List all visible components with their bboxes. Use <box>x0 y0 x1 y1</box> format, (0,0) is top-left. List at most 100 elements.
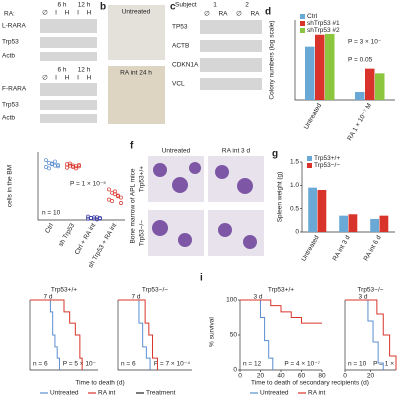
label: 12 h <box>78 2 91 9</box>
x-tick-label: 0 <box>238 373 242 380</box>
survival-curve <box>30 299 60 370</box>
label: Trp53 <box>2 102 19 109</box>
label: H <box>65 10 70 17</box>
x-tick-label: 0 <box>343 373 347 380</box>
bar <box>308 187 317 232</box>
x-tick-label: 60 <box>298 373 306 380</box>
x-tick-label: RA 1 × 10⁻⁷ M <box>346 102 373 142</box>
label: VCL <box>172 81 185 88</box>
label: RA: <box>4 11 15 18</box>
x-tick-label: 40 <box>277 373 285 380</box>
survival-curve <box>118 299 158 370</box>
legend-label: RA int <box>98 390 116 397</box>
label: Untreated <box>122 9 151 16</box>
label: I <box>55 10 57 17</box>
legend-label: Treatment <box>146 390 176 397</box>
legend-swatch <box>307 163 312 168</box>
axis-title: cells in the BM <box>7 165 14 207</box>
axis-title: Colony numbers (log scale) <box>269 20 276 99</box>
label: Bone marrow of APL mice <box>130 168 137 243</box>
point <box>86 214 90 219</box>
bar <box>375 73 385 100</box>
panel-title: Trp53−/− <box>142 287 168 294</box>
legend-label: RA int <box>308 390 326 397</box>
y-tick-label: 50 <box>230 332 238 339</box>
point <box>77 162 81 167</box>
label: RA <box>218 11 228 18</box>
legend-label: Ctrl <box>307 13 318 20</box>
point <box>50 161 54 166</box>
label: ACTB <box>172 43 189 50</box>
legend-swatch <box>300 21 305 26</box>
label: n = 10 <box>348 361 367 368</box>
survival-curve <box>240 299 322 324</box>
annotation: P = 0.05 <box>348 57 373 64</box>
label: d <box>265 7 271 18</box>
label: i <box>200 273 203 284</box>
point <box>110 190 114 195</box>
point <box>92 216 96 221</box>
axis-title: Time to death of secondary recipients (d… <box>251 380 369 387</box>
point <box>119 201 123 205</box>
annotation: P = 3 × 10⁻ <box>348 39 382 46</box>
legend-label: Trp53−/− <box>314 162 340 169</box>
x-tick-label: sh Trp53 <box>58 222 77 248</box>
legend-swatch <box>300 28 305 33</box>
micrographs <box>108 5 264 256</box>
x-tick-label: 20 <box>367 373 375 380</box>
bar <box>315 34 325 101</box>
label: 2 <box>245 2 249 9</box>
point <box>65 165 69 170</box>
annotation: 3 d <box>358 294 367 301</box>
label: P = 4 × 10⁻⁷ <box>284 361 320 368</box>
y-tick-label: 1.5 <box>290 159 299 166</box>
point <box>44 158 48 163</box>
bar <box>365 68 375 100</box>
label: ∅ <box>236 11 242 18</box>
label: Subject <box>175 2 197 9</box>
point <box>47 166 51 171</box>
point <box>107 187 111 192</box>
label: P = 7 × 10⁻⁴ <box>154 361 190 368</box>
x-tick-label: Ctrl <box>44 222 55 235</box>
y-tick-label: 0 <box>233 367 237 374</box>
label: ∅ <box>42 75 48 82</box>
point <box>44 165 48 169</box>
label: g <box>272 149 278 160</box>
point <box>71 163 75 168</box>
label: RA int 3 d <box>222 148 251 155</box>
bar <box>325 33 335 100</box>
label: H <box>87 10 92 17</box>
legend-label: Untreated <box>50 390 79 397</box>
point <box>113 189 117 194</box>
y-tick-label: 0.5 <box>290 205 299 212</box>
label: 6 h <box>57 2 66 9</box>
annotation: 7 d <box>131 294 140 301</box>
label: b <box>100 2 106 13</box>
label: TP53 <box>172 24 188 31</box>
x-tick-label: Untreated <box>303 102 324 131</box>
x-tick-label: 80 <box>318 373 326 380</box>
x-tick-label: Untreated <box>300 234 321 263</box>
label: n = 12 <box>243 361 262 368</box>
annotation: 7 d <box>43 294 52 301</box>
label: I <box>77 10 79 17</box>
label: CDKN1A <box>172 62 199 69</box>
label: Trp53 <box>2 39 19 46</box>
x-tick-label: RA int 6 d <box>363 234 383 262</box>
point <box>56 164 60 169</box>
panel-title: Trp53−/− <box>357 287 383 294</box>
bar <box>348 214 358 232</box>
label: ∅ <box>204 11 210 18</box>
label: Untreated <box>162 148 191 155</box>
label: RA int 24 h <box>120 70 152 77</box>
label: ∅ <box>42 10 48 17</box>
label: c <box>170 2 176 13</box>
point <box>53 159 57 164</box>
legend-swatch <box>300 14 305 19</box>
label: L-RARA <box>2 23 27 30</box>
label: I <box>55 75 57 82</box>
legend-label: shTrp53 #1 <box>307 20 340 27</box>
